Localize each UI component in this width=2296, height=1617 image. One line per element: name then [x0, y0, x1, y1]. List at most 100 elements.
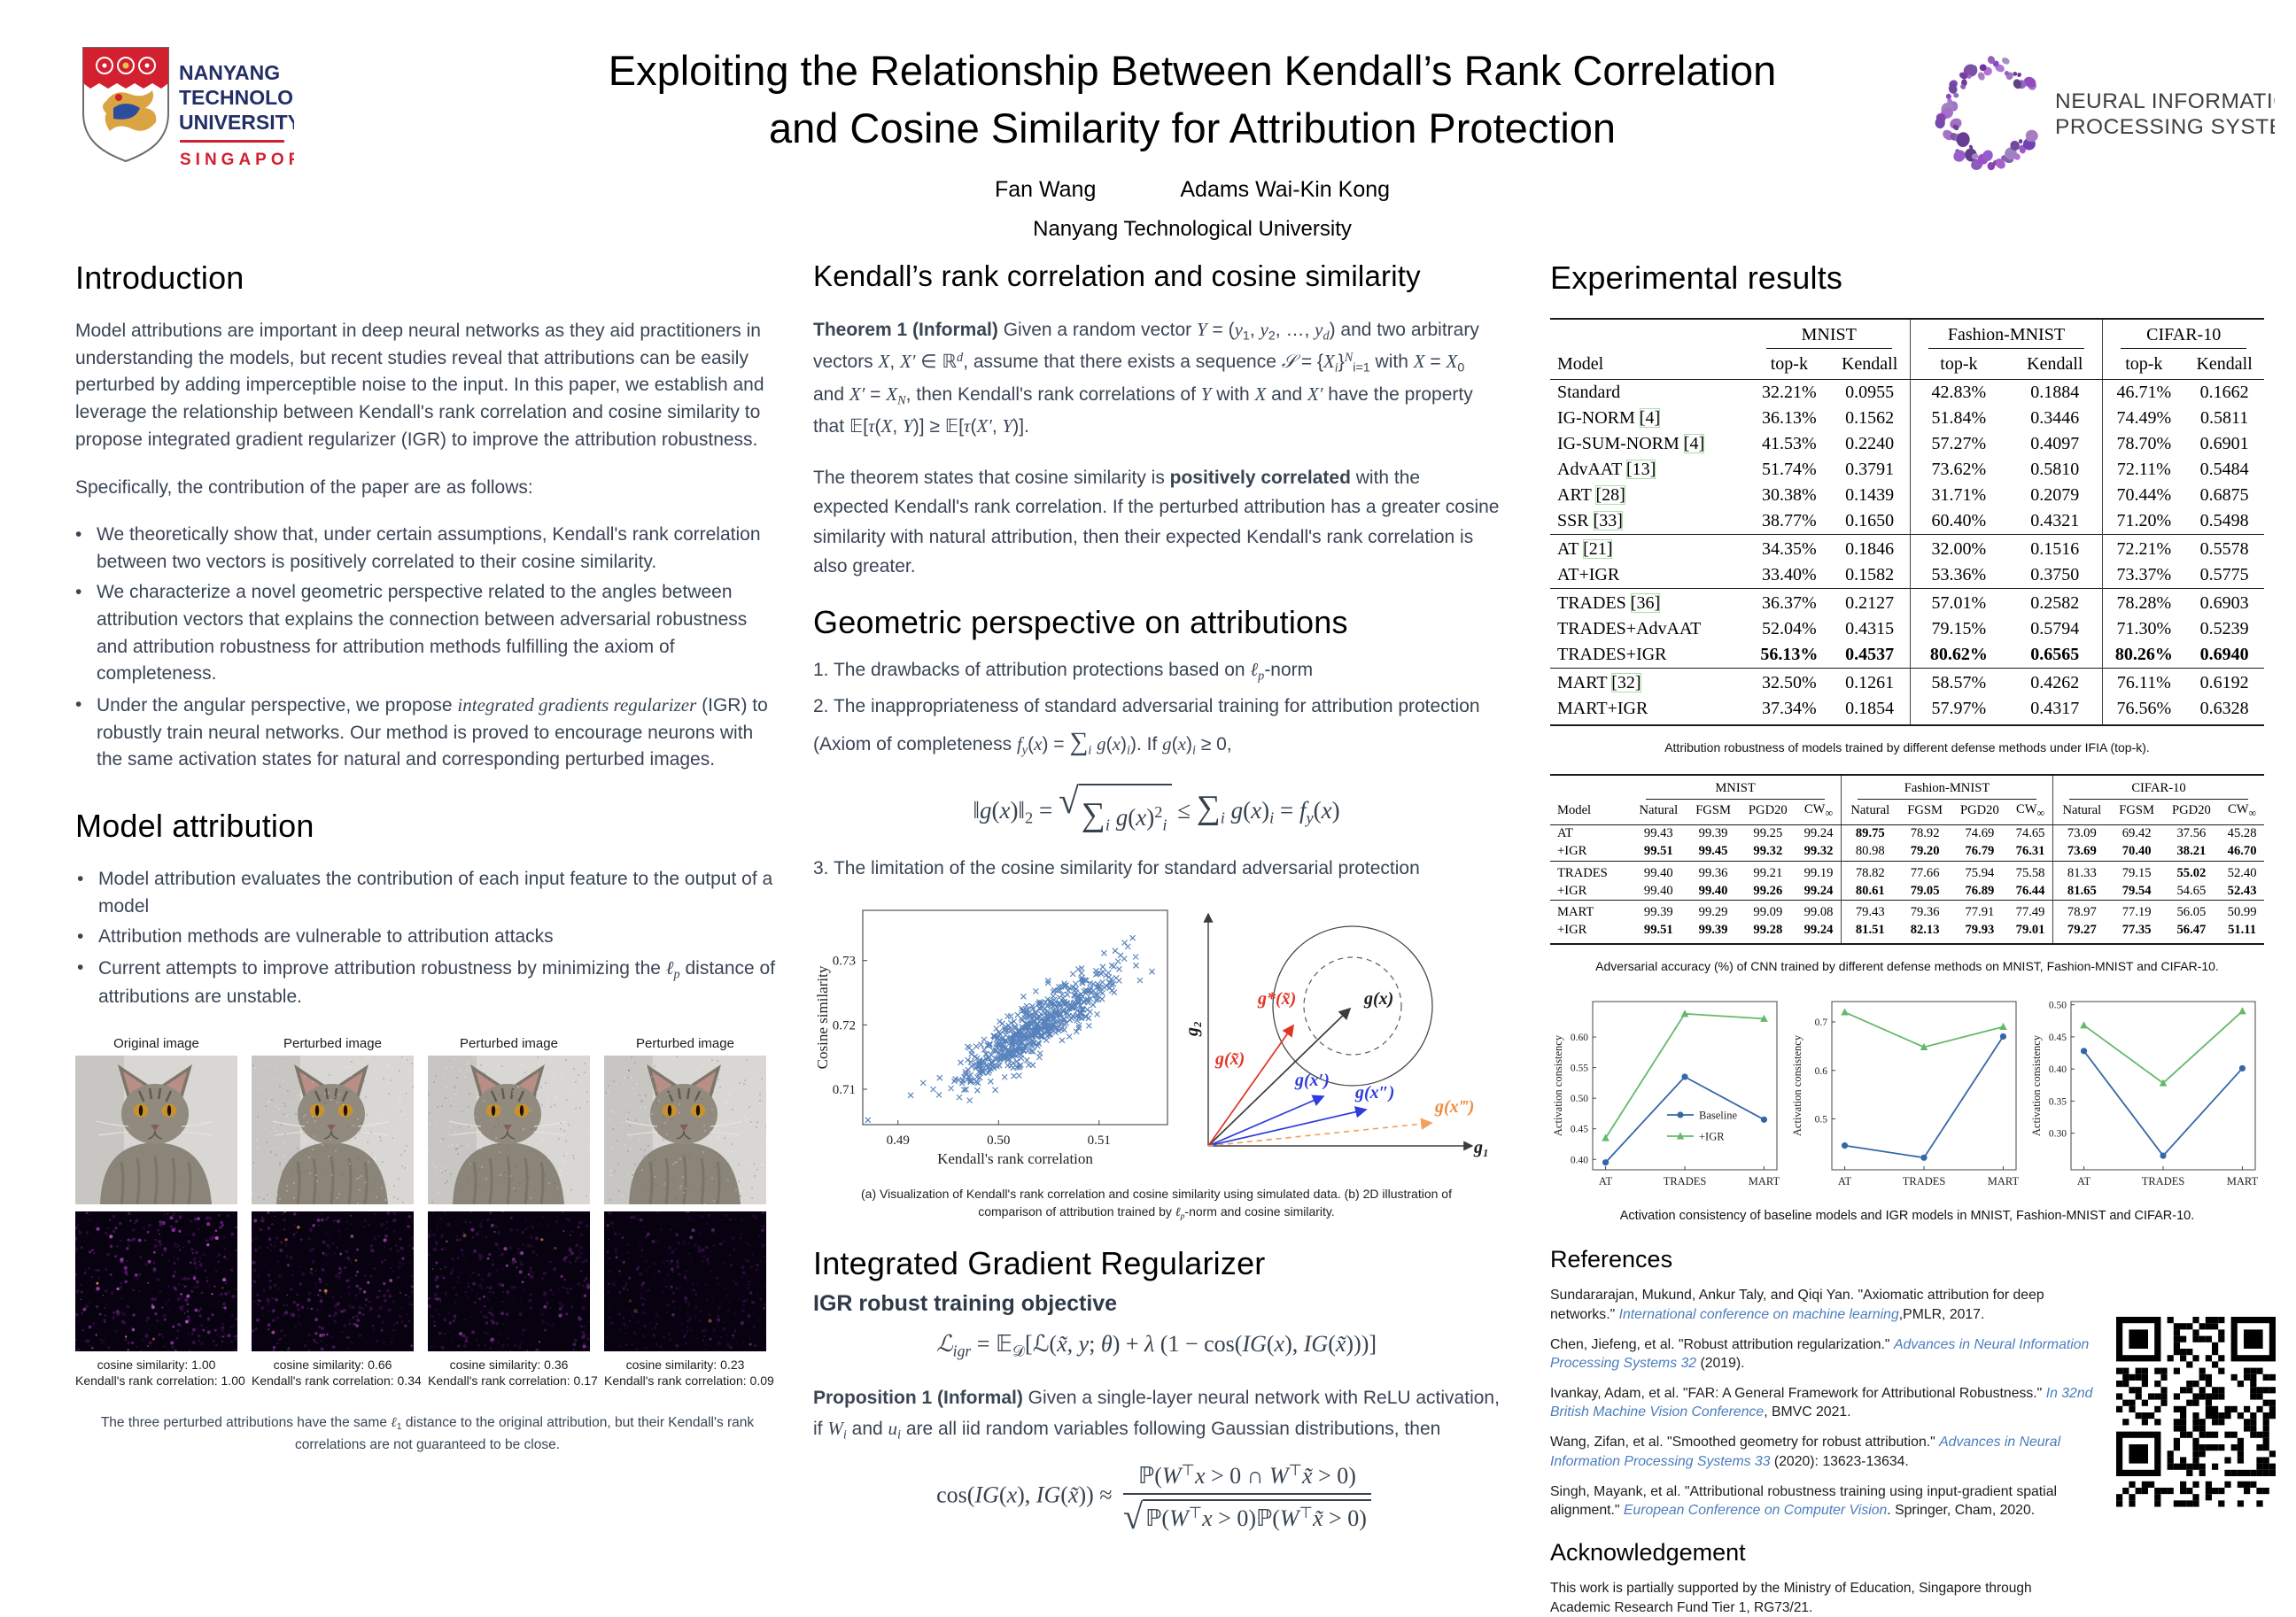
table-cell: 99.32	[1753, 844, 1783, 859]
svg-text:0.55: 0.55	[1571, 1064, 1588, 1074]
metric-column-header: Kendall	[2007, 352, 2103, 380]
svg-text:0.50: 0.50	[2049, 1001, 2067, 1011]
table-cell: 77.49	[2008, 900, 2053, 922]
reference-item: Chen, Jiefeng, et al. "Robust attributio…	[1550, 1336, 2090, 1371]
table-cell: 54.65	[2176, 883, 2207, 898]
chart-legend: Baseline +IGR	[1667, 1110, 1737, 1143]
table-cell: AT	[1557, 826, 1573, 841]
table-cell: 0.4315	[1845, 619, 1895, 638]
cat-photo-image	[428, 1055, 590, 1204]
metric-column-header: CW∞	[2008, 801, 2053, 825]
dataset-column-header: Fashion-MNIST	[1840, 774, 2053, 801]
svg-text:Baseline: Baseline	[1699, 1110, 1737, 1122]
metric-column-header: FGSM	[2110, 801, 2163, 825]
table-cell: 57.27%	[1909, 431, 2008, 457]
panel-caption: cosine similarity: 0.36 Kendall's rank co…	[428, 1357, 598, 1389]
svg-text:AT: AT	[1599, 1175, 1613, 1188]
attribution-map-image	[252, 1211, 414, 1351]
metric-column-header: Natural	[1840, 801, 1899, 825]
table-cell: 99.29	[1687, 900, 1740, 922]
table-row: TRADES+AdvAAT 52.04% 0.4315 79.15% 0.5794 71.…	[1550, 616, 2264, 642]
table-cell: 70.40	[2121, 844, 2152, 859]
metric-column-header: top-k	[1748, 352, 1830, 380]
bullet-item: • Model attribution evaluates the contrib…	[77, 868, 773, 917]
table1-caption: Attribution robustness of models trained…	[1664, 740, 2150, 754]
table-cell: 79.54	[2121, 883, 2152, 898]
table-cell: 76.56%	[2102, 696, 2185, 726]
table-cell: 45.28	[2227, 826, 2257, 841]
table-cell: 0.1582	[1845, 565, 1895, 584]
table-cell: 0.1439	[1845, 485, 1895, 505]
table-cell: 77.91	[1951, 900, 2009, 922]
table-cell: 75.94	[1951, 860, 2009, 883]
svg-text:0.6: 0.6	[1815, 1066, 1828, 1077]
label-g1-axis: g₁	[1473, 1138, 1489, 1157]
svg-text:0.7: 0.7	[1815, 1017, 1828, 1028]
table-row: AT 99.43 99.39 99.25 99.24 89.75 78.92 74.69 74.…	[1550, 824, 2264, 843]
table-cell: 73.69	[2052, 842, 2111, 862]
table-cell: 0.6903	[2184, 588, 2264, 616]
table-cell: 0.2582	[2007, 588, 2103, 616]
table-cell: 99.45	[1698, 844, 1728, 859]
dataset-column-header: MNIST	[1748, 318, 1911, 352]
bullet-item: • Under the angular perspective, we propo…	[75, 693, 768, 770]
table-cell: 0.6192	[2184, 668, 2264, 696]
authors: Fan Wang Adams Wai-Kin Kong	[528, 177, 1857, 203]
attribution-vectors	[1207, 1007, 1433, 1147]
kendall-section-heading: Kendall’s rank correlation and cosine si…	[813, 259, 1421, 292]
table-cell: 0.6328	[2184, 696, 2264, 726]
table-cell: 79.15%	[1909, 616, 2008, 642]
cosine-approx-equation: cos(IG(x), IG(x̃)) ≈ ℙ(W⊤x > 0 ∩ W⊤x̃ > …	[813, 1461, 1500, 1535]
table-cell: 99.28	[1739, 921, 1797, 946]
series-Baseline	[1841, 1033, 2007, 1162]
table-cell: 0.4537	[1845, 645, 1895, 664]
table-cell: 0.1884	[2030, 383, 2080, 402]
svg-text:Activation consistency: Activation consistency	[1791, 1035, 1803, 1137]
label-g-xtprime: g(x‴)	[1434, 1097, 1474, 1117]
results-table: MNIST Fashion-MNIST CIFAR-10 Model top-k Kend…	[1550, 318, 2264, 726]
attribution-map-image	[428, 1211, 590, 1351]
table-cell: 76.89	[1965, 883, 1995, 898]
table-row: +IGR 99.51 99.39 99.28 99.24 81.51 82.13 79.93 7…	[1550, 921, 2264, 946]
table-cell: 99.24	[1796, 921, 1842, 946]
table-cell: 99.40	[1643, 883, 1673, 898]
table-cell: TRADES [36]	[1550, 588, 1749, 616]
middle-figure-caption: (a) Visualization of Kendall's rank corr…	[861, 1186, 1452, 1221]
bullet-item: • We characterize a novel geometric persp…	[75, 582, 748, 685]
results-heading: Experimental results	[1550, 259, 1843, 296]
table-cell: 0.4321	[2030, 511, 2080, 530]
reference-item: Ivankay, Adam, et al. "FAR: A General Fr…	[1550, 1386, 2093, 1420]
table-cell: 0.2240	[1845, 434, 1895, 453]
model-column-header: Model	[1550, 801, 1631, 825]
metric-column-header: CW∞	[2220, 801, 2264, 825]
cat-photo-image	[75, 1055, 237, 1204]
table-cell: TRADES+IGR	[1557, 645, 1667, 664]
poster-title-line2: and Cosine Similarity for Attribution Pr…	[768, 104, 1617, 151]
table2-caption: Adversarial accuracy (%) of CNN trained …	[1595, 959, 2219, 974]
scatter-ylabel: Cosine similarity	[814, 965, 831, 1069]
scatter-points	[865, 934, 1155, 1124]
svg-text:AT: AT	[2077, 1175, 2091, 1188]
bullet-item: • We theoretically show that, under certa…	[75, 523, 761, 572]
table-row: +IGR 99.51 99.45 99.32 99.32 80.98 79.20 76.79 7…	[1550, 842, 2264, 862]
vector-diagram: g(x) g*(x̃) g(x̃) g(x′) g(x″) g(x‴) g₁ g…	[1183, 912, 1489, 1157]
table-cell: 53.36%	[1909, 562, 2008, 589]
table-cell: 79.43	[1840, 900, 1899, 922]
table-row: MART+IGR 37.34% 0.1854 57.97% 0.4317 76.56% 0.…	[1550, 696, 2264, 726]
svg-text:MART: MART	[1988, 1175, 2020, 1188]
table-cell: 0.1261	[1829, 668, 1911, 696]
table-cell: 0.2127	[1829, 588, 1911, 616]
table-cell: 89.75	[1840, 824, 1899, 843]
model-attribution-bullet-list: • Model attribution evaluates the contrib…	[77, 866, 780, 1011]
acknowledgement-text: This work is partially supported by the …	[1550, 1580, 2032, 1615]
table-cell: 56.13%	[1760, 645, 1819, 664]
svg-text:AT: AT	[1838, 1175, 1852, 1188]
panel-caption: cosine similarity: 0.23 Kendall's rank co…	[604, 1357, 774, 1389]
table-cell: 0.6901	[2199, 434, 2249, 453]
series-Baseline	[2080, 1048, 2246, 1160]
table-cell: 0.5811	[2200, 408, 2249, 428]
svg-text:0.60: 0.60	[1571, 1033, 1588, 1043]
table-cell: 78.70%	[2102, 431, 2185, 457]
table-cell: 51.84%	[1909, 406, 2008, 431]
table-cell: 32.50%	[1748, 668, 1830, 696]
